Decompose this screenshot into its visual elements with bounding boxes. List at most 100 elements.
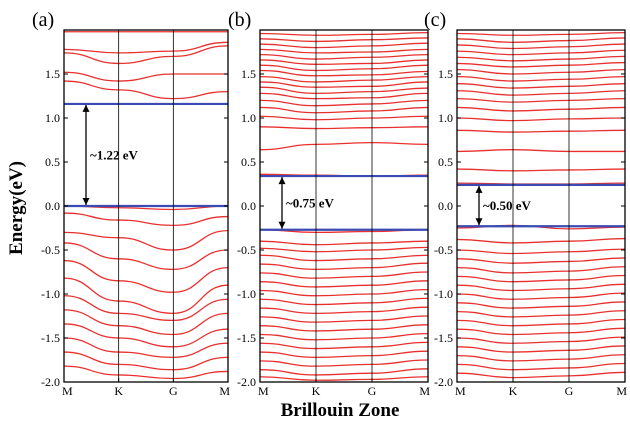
band-line-7 (457, 68, 625, 75)
band-line-23 (260, 262, 428, 271)
panel-frame (456, 29, 626, 383)
band-line-7 (260, 64, 428, 72)
y-tick-label: 0.5 (438, 155, 453, 169)
band-line-2 (260, 37, 428, 43)
gap-arrow-head-down (278, 221, 286, 229)
band-line-4 (457, 49, 625, 56)
band-line-3 (64, 45, 228, 65)
gap-arrow-head-up (475, 185, 483, 193)
band-line-17 (64, 365, 228, 380)
gap-arrow-head-down (475, 218, 483, 226)
x-tick-label: K (312, 384, 321, 398)
x-tick-label: G (565, 384, 574, 398)
band-line-20 (260, 240, 428, 246)
band-line-26 (260, 288, 428, 297)
panel-3: ~0.50 eV -2.0 -1.5 -1.0 -0.5 0.0 0.5 1.0 1.5 M K G M… (424, 9, 627, 398)
y-tick-label: 1.0 (438, 111, 453, 125)
band-line-14 (457, 129, 625, 133)
gap-label-bg (90, 145, 150, 162)
band-line-24 (260, 271, 428, 279)
band-line-9 (64, 242, 228, 271)
band-line-32 (260, 341, 428, 350)
y-tick-label: -1.5 (41, 331, 60, 345)
y-tick-label: 0.5 (241, 155, 256, 169)
gap-arrow-head-down (82, 198, 90, 205)
panel-1: ~1.22 eV -2.0 -1.5 -1.0 -0.5 0.0 0.5 1.0 1.5 M K G M… (32, 9, 230, 398)
band-line-9 (457, 83, 625, 89)
band-line-11 (260, 86, 428, 95)
y-tick-label: -0.5 (41, 243, 60, 257)
band-line-2 (457, 37, 625, 43)
x-tick-label: K (509, 384, 518, 398)
y-tick-label: 1.5 (45, 67, 60, 81)
band-line-22 (457, 266, 625, 274)
y-tick-label: 1.0 (241, 111, 256, 125)
band-line-16 (64, 351, 228, 371)
band-line-21 (457, 257, 625, 264)
band-line-16 (457, 168, 625, 172)
band-line-22 (260, 254, 428, 262)
band-line-14 (64, 323, 228, 348)
y-axis-title: Energy(eV) (6, 161, 27, 255)
band-line-10 (457, 90, 625, 96)
band-line-6 (260, 59, 428, 65)
band-line-32 (457, 354, 625, 362)
x-axis-title: Brillouin Zone (281, 400, 400, 421)
panel-label: (a) (32, 9, 54, 31)
band-line-34 (457, 371, 625, 379)
band-line-36 (260, 376, 428, 381)
panel-label: (c) (424, 9, 446, 31)
x-tick-label: M (616, 384, 627, 398)
band-line-8 (64, 229, 228, 251)
y-tick-label: -2.0 (434, 375, 453, 389)
band-line-31 (260, 332, 428, 341)
panels-group: ~1.22 eV -2.0 -1.5 -1.0 -0.5 0.0 0.5 1.0 1.5 M K G M… (32, 9, 627, 398)
band-line-26 (457, 301, 625, 309)
band-line-17 (260, 141, 428, 151)
x-tick-label: K (114, 384, 123, 398)
band-line-12 (457, 106, 625, 112)
bands-group (457, 31, 625, 379)
panel-frame (259, 29, 429, 383)
panel-label: (b) (228, 9, 251, 31)
band-line-7 (64, 212, 228, 227)
band-line-20 (457, 248, 625, 255)
y-tick-label: -1.5 (237, 331, 256, 345)
band-line-30 (457, 336, 625, 344)
band-line-27 (457, 310, 625, 318)
band-line-16 (260, 126, 428, 130)
y-tick-label: -2.0 (41, 375, 60, 389)
band-line-11 (457, 97, 625, 103)
x-tick-label: M (419, 384, 430, 398)
band-line-10 (64, 259, 228, 293)
band-line-25 (260, 280, 428, 288)
band-line-10 (260, 81, 428, 88)
y-tick-label: 0.0 (45, 199, 60, 213)
y-tick-label: 0.0 (438, 199, 453, 213)
x-tick-label: M (455, 384, 466, 398)
band-line-13 (64, 309, 228, 336)
x-tick-label: M (219, 384, 230, 398)
band-line-12 (260, 92, 428, 100)
gap-arrow-head-up (82, 104, 90, 112)
y-tick-label: -1.0 (41, 287, 60, 301)
band-line-33 (457, 362, 625, 371)
band-line-8 (260, 69, 428, 77)
band-line-19 (457, 237, 625, 244)
band-line-25 (457, 292, 625, 300)
panel-2: ~0.75 eV -2.0 -1.5 -1.0 -0.5 0.0 0.5 1.0 1.5 M K G M… (228, 9, 430, 398)
x-tick-label: G (169, 384, 178, 398)
y-tick-label: -0.5 (237, 243, 256, 257)
band-line-31 (457, 345, 625, 353)
y-tick-label: 0.0 (241, 199, 256, 213)
band-line-28 (260, 306, 428, 315)
band-line-15 (457, 149, 625, 153)
band-line-15 (64, 337, 228, 359)
y-tick-label: -1.0 (434, 287, 453, 301)
band-line-21 (260, 246, 428, 253)
band-line-34 (260, 359, 428, 367)
band-line-24 (457, 283, 625, 292)
y-tick-label: -2.0 (237, 375, 256, 389)
gap-arrow (475, 185, 483, 226)
